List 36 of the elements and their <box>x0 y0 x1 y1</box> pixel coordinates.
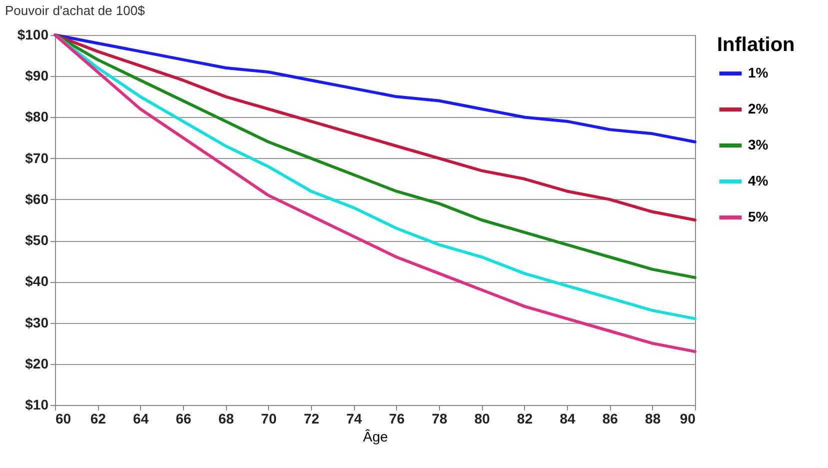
x-tick-label: 68 <box>218 410 234 426</box>
y-tick-label: $50 <box>25 232 49 248</box>
x-tick-label: 78 <box>432 410 448 426</box>
legend-label: 3% <box>748 136 769 152</box>
x-tick-label: 76 <box>389 410 405 426</box>
x-tick-label: 86 <box>602 410 618 426</box>
x-tick-label: 84 <box>560 410 576 426</box>
legend-label: 5% <box>748 208 769 224</box>
x-tick-label: 66 <box>176 410 192 426</box>
y-tick-label: $90 <box>25 68 49 84</box>
x-tick-label: 88 <box>645 410 661 426</box>
y-tick-label: $80 <box>25 108 49 125</box>
legend-label: 4% <box>748 172 769 188</box>
x-tick-label: 90 <box>680 410 696 426</box>
legend-title: Inflation <box>717 34 795 56</box>
legend-label: 2% <box>748 100 769 116</box>
y-tick-label: $30 <box>25 314 49 330</box>
y-tick-label: $70 <box>25 150 49 166</box>
line-series <box>54 34 696 222</box>
x-tick-label: 74 <box>346 410 362 426</box>
x-tick-label: 70 <box>261 410 277 426</box>
y-tick-label: $10 <box>25 396 49 412</box>
chart-title: Pouvoir d'achat de 100$ <box>5 3 146 18</box>
y-tick-label: $60 <box>25 190 49 207</box>
legend-label: 1% <box>748 64 769 80</box>
y-tick-label: $20 <box>25 355 49 372</box>
x-axis-title: Âge <box>363 428 388 444</box>
x-tick-label: 60 <box>56 410 72 426</box>
x-tick-label: 80 <box>474 410 490 426</box>
x-tick-label: 72 <box>304 410 320 426</box>
x-tick-label: 82 <box>517 410 533 426</box>
line-series <box>54 34 696 144</box>
x-tick-label: 64 <box>133 410 149 426</box>
x-tick-label: 62 <box>90 410 106 426</box>
y-tick-label: $40 <box>25 273 49 290</box>
y-tick-label: $100 <box>17 26 49 42</box>
